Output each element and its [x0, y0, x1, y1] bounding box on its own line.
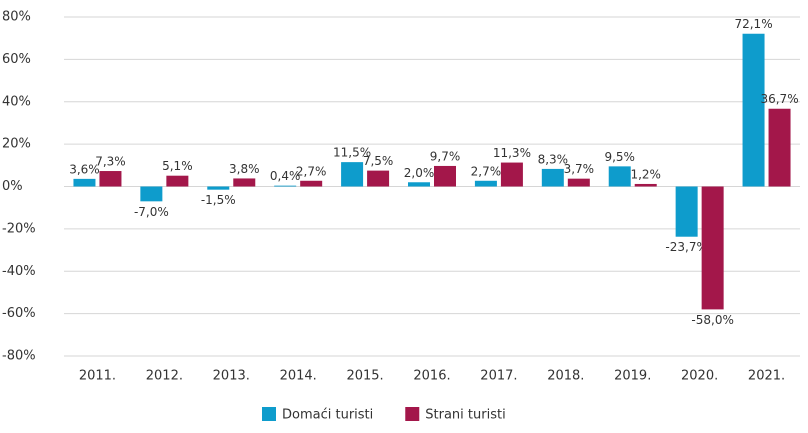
x-tick-label: 2020.: [681, 369, 718, 384]
bar: [541, 168, 564, 187]
value-label: -23,7%: [665, 240, 707, 254]
x-tick-label: 2018.: [547, 369, 584, 384]
y-tick-label: -60%: [2, 306, 36, 321]
x-tick-label: 2014.: [280, 369, 317, 384]
x-tick-label: 2011.: [79, 369, 116, 384]
bar: [675, 186, 698, 237]
y-tick-label: 80%: [2, 10, 31, 25]
y-tick-label: -80%: [2, 349, 36, 364]
bar: [140, 186, 163, 202]
x-tick-label: 2013.: [213, 369, 250, 384]
bar: [274, 185, 297, 187]
bar: [408, 182, 430, 187]
value-label: 9,7%: [430, 149, 461, 163]
bar: [367, 170, 390, 187]
value-label: -1,5%: [201, 193, 236, 207]
legend-swatch: [405, 407, 420, 421]
bar: [207, 186, 230, 190]
value-label: 0,4%: [270, 169, 301, 183]
value-label: 11,3%: [493, 146, 531, 160]
bar: [701, 186, 724, 310]
value-label: 3,6%: [69, 162, 100, 176]
x-tick-label: 2015.: [346, 369, 383, 384]
y-tick-label: 0%: [2, 179, 23, 194]
bar: [341, 162, 364, 187]
bar: [500, 162, 523, 187]
value-label: -7,0%: [134, 205, 169, 219]
bar: [434, 165, 456, 187]
x-tick-label: 2017.: [480, 369, 517, 384]
value-label: 9,5%: [604, 150, 635, 164]
y-tick-label: 40%: [2, 94, 31, 109]
value-label: 2,0%: [404, 166, 435, 180]
bar: [300, 180, 323, 187]
legend-label: Strani turisti: [425, 408, 505, 423]
bar: [474, 180, 497, 187]
y-tick-label: 60%: [2, 52, 31, 67]
x-tick-label: 2012.: [146, 369, 183, 384]
value-label: 2,7%: [296, 164, 327, 178]
x-tick-label: 2021.: [748, 369, 785, 384]
x-tick-label: 2016.: [413, 369, 450, 384]
legend-label: Domaći turisti: [282, 408, 373, 423]
value-label: 8,3%: [538, 152, 569, 166]
value-label: 7,5%: [363, 154, 394, 168]
bar: [73, 178, 96, 187]
value-label: 36,7%: [760, 92, 798, 106]
bar: [166, 175, 189, 187]
value-label: 2,7%: [471, 164, 502, 178]
x-tick-label: 2019.: [614, 369, 651, 384]
value-label: 3,8%: [229, 162, 260, 176]
value-label: -58,0%: [691, 313, 733, 327]
value-label: 7,3%: [95, 155, 126, 169]
bar: [634, 183, 657, 187]
bar: [742, 33, 765, 187]
legend-swatch: [262, 407, 276, 421]
bar: [608, 166, 631, 187]
value-label: 5,1%: [162, 159, 193, 173]
bar: [768, 108, 791, 187]
bar: [567, 178, 590, 187]
value-label: 11,5%: [333, 146, 371, 160]
value-label: 72,1%: [734, 17, 772, 31]
value-label: 3,7%: [564, 162, 595, 176]
value-label: 1,2%: [630, 167, 661, 181]
y-tick-label: 20%: [2, 137, 31, 152]
bar: [233, 178, 256, 187]
y-tick-label: -20%: [2, 221, 36, 236]
y-tick-label: -40%: [2, 264, 36, 279]
bar: [99, 171, 122, 187]
